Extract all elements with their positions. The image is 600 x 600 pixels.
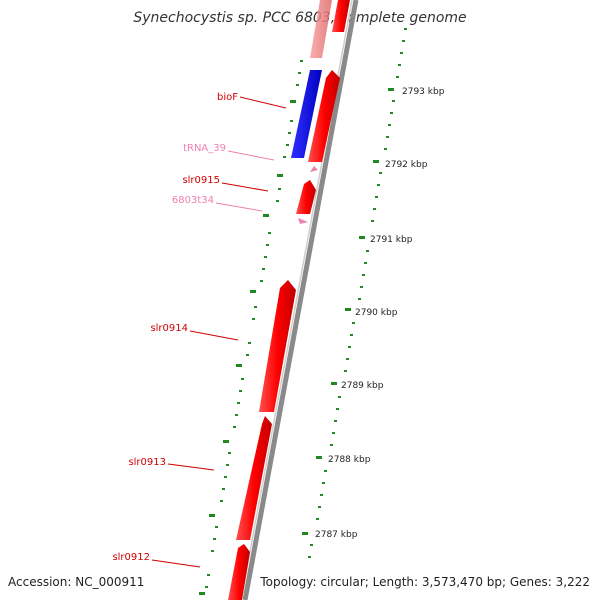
genome-backbone: [242, 0, 359, 600]
label-slr0913[interactable]: slr0913: [128, 457, 166, 468]
left-major-ticks: [199, 100, 296, 595]
gene-slr0915-shape[interactable]: [296, 180, 316, 214]
label-slr0914[interactable]: slr0914: [150, 323, 188, 334]
tick-label: 2791 kbp: [370, 235, 413, 245]
ruler-major-ticks: [302, 88, 394, 535]
tick-label: 2790 kbp: [355, 308, 398, 318]
ruler-dots: [308, 28, 407, 558]
leader-lines: [151, 96, 287, 568]
gene-adjacent-shape[interactable]: [308, 70, 340, 162]
tick-label: 2787 kbp: [315, 530, 358, 540]
label-6803t34[interactable]: 6803t34: [172, 195, 214, 206]
label-biof[interactable]: bioF: [217, 92, 238, 103]
gene-slr0913-shape[interactable]: [236, 416, 272, 540]
gene-slr0914-shape[interactable]: [259, 280, 296, 412]
gene-biof-shape[interactable]: [291, 70, 322, 158]
tick-label: 2789 kbp: [341, 381, 384, 391]
tick-labels: 2793 kbp 2792 kbp 2791 kbp 2790 kbp 2789…: [315, 87, 445, 540]
label-slr0912[interactable]: slr0912: [112, 552, 150, 563]
map-title: Synechocystis sp. PCC 6803, complete gen…: [133, 10, 467, 26]
accession-text: Accession: NC_000911: [8, 575, 145, 589]
feature-labels: bioF tRNA_39 slr0915 6803t34 slr0914 slr…: [112, 92, 238, 563]
tick-label: 2793 kbp: [402, 87, 445, 97]
tick-label: 2792 kbp: [385, 160, 428, 170]
label-slr0915[interactable]: slr0915: [182, 175, 220, 186]
gene-top-faded[interactable]: [310, 0, 332, 58]
left-dots: [205, 60, 303, 588]
ncrna-6803t34-shape[interactable]: [298, 218, 308, 224]
gene-top[interactable]: [332, 0, 350, 32]
gene-slr0912-shape[interactable]: [228, 544, 250, 600]
tick-label: 2788 kbp: [328, 455, 371, 465]
topology-text: Topology: circular; Length: 3,573,470 bp…: [260, 575, 590, 589]
label-trna-39[interactable]: tRNA_39: [183, 143, 226, 154]
trna-39-shape[interactable]: [310, 166, 318, 172]
